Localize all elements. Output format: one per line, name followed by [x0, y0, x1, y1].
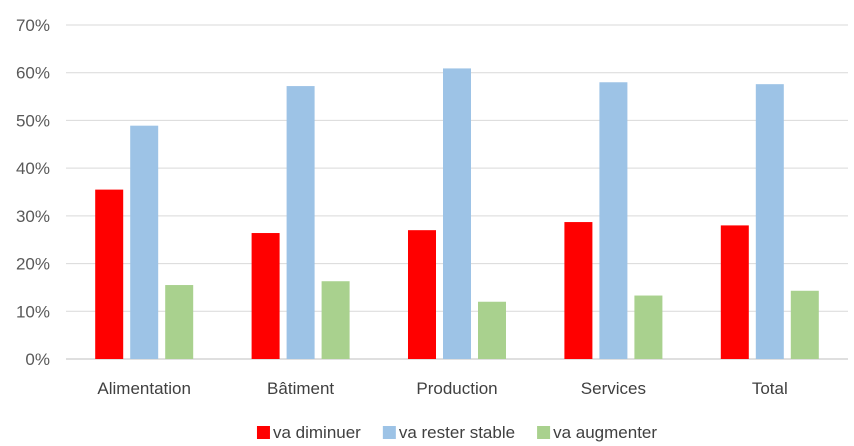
bar-0-2 — [165, 285, 194, 359]
legend: va diminuer va rester stable va augmenter — [256, 423, 657, 442]
legend-item: va rester stable — [382, 423, 515, 442]
legend-swatch — [382, 426, 396, 439]
legend-swatch — [537, 426, 551, 439]
legend-label: va augmenter — [553, 423, 657, 442]
legend-label: va diminuer — [273, 423, 361, 442]
bars — [95, 68, 819, 360]
y-tick-label: 70% — [16, 16, 50, 35]
x-axis-category-labels: Alimentation Bâtiment Production Services To… — [97, 379, 787, 398]
bar-3-1 — [599, 82, 628, 359]
y-tick-label: 10% — [16, 302, 50, 321]
y-tick-label: 50% — [16, 111, 50, 130]
bar-0-0 — [95, 189, 124, 359]
legend-swatch — [256, 426, 270, 439]
bar-3-0 — [564, 222, 593, 359]
bar-4-1 — [755, 84, 784, 359]
bar-3-2 — [634, 295, 663, 359]
bar-1-2 — [321, 281, 350, 359]
y-tick-label: 0% — [25, 350, 50, 369]
legend-label: va rester stable — [399, 423, 515, 442]
legend-item: va diminuer — [256, 423, 361, 442]
bar-4-0 — [720, 225, 749, 359]
legend-item: va augmenter — [537, 423, 657, 442]
y-tick-label: 20% — [16, 255, 50, 274]
bar-2-1 — [443, 68, 471, 360]
bar-1-0 — [251, 233, 280, 359]
x-category-label: Production — [416, 379, 497, 398]
bar-1-1 — [286, 86, 315, 360]
bar-0-1 — [130, 125, 159, 359]
y-tick-label: 60% — [16, 64, 50, 83]
bar-2-2 — [478, 301, 506, 359]
bar-4-2 — [790, 290, 819, 359]
y-tick-label: 30% — [16, 207, 50, 226]
x-category-label: Services — [581, 379, 646, 398]
y-axis-tick-labels: 0% 10% 20% 30% 40% 50% 60% 70% — [16, 16, 50, 369]
x-category-label: Alimentation — [97, 379, 191, 398]
bar-2-0 — [408, 230, 436, 359]
y-tick-label: 40% — [16, 159, 50, 178]
x-category-label: Total — [752, 379, 788, 398]
x-category-label: Bâtiment — [267, 379, 334, 398]
